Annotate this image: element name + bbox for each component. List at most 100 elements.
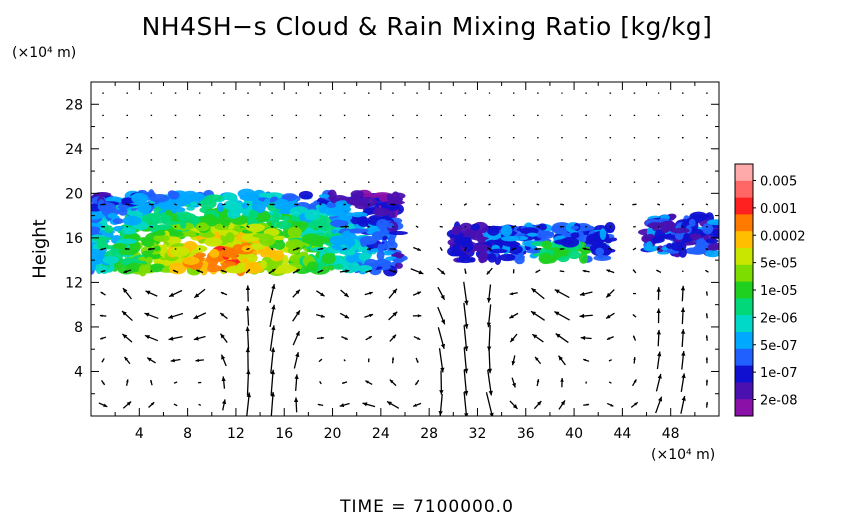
cloud-cell: [138, 265, 147, 277]
x-tick-label: 28: [420, 426, 438, 442]
cloud-cell: [260, 260, 267, 269]
wind-vector-head: [509, 292, 514, 296]
wind-vector: [391, 225, 394, 228]
cloud-cell: [112, 218, 124, 224]
wind-vector-head: [559, 270, 562, 273]
wind-vector: [656, 269, 662, 274]
wind-vector-head: [464, 204, 466, 206]
cloud-cell: [104, 225, 114, 234]
cloud-cell: [285, 239, 304, 250]
wind-vector-head: [220, 333, 225, 339]
wind-vector: [341, 381, 348, 384]
wind-vector-head: [657, 373, 662, 379]
cloud-cell: [478, 250, 489, 263]
wind-vector-head: [126, 379, 129, 383]
cloud-cell: [321, 253, 336, 265]
cloud-cell: [473, 244, 491, 253]
cloud-cell: [203, 264, 223, 273]
wind-vector: [511, 247, 517, 251]
wind-vector: [487, 347, 493, 374]
cloud-cell: [220, 219, 231, 227]
wind-vector: [655, 396, 663, 414]
wind-vector-head: [362, 402, 368, 407]
wind-vector-head: [368, 269, 372, 273]
wind-vector: [198, 203, 202, 206]
colorbar-swatch: [735, 332, 753, 350]
wind-vector-head: [656, 308, 661, 314]
wind-vector-shaft: [705, 248, 709, 250]
wind-vector: [100, 291, 106, 296]
cloud-cell: [506, 244, 523, 255]
y-tick-label: 8: [74, 320, 83, 336]
wind-vector-shaft: [488, 203, 491, 206]
wind-vector-shaft: [585, 381, 588, 384]
colorbar-swatch: [735, 231, 753, 249]
colorbar-swatch: [735, 298, 753, 316]
wind-vector: [463, 347, 469, 374]
wind-vector: [367, 358, 370, 363]
wind-vector-head: [532, 334, 538, 339]
wind-vector: [220, 269, 228, 273]
wind-vector-head: [339, 403, 345, 408]
cloud-cell: [162, 220, 181, 225]
cloud-cell: [252, 249, 271, 255]
wind-vector: [193, 288, 206, 299]
wind-vector: [437, 267, 446, 275]
wind-vector-head: [606, 292, 612, 298]
cloud-cell: [385, 200, 405, 205]
wind-vector: [511, 355, 516, 366]
wind-vector-shaft: [367, 203, 370, 206]
wind-vector: [509, 312, 519, 319]
x-tick-label: 44: [613, 426, 631, 442]
colorbar-swatch: [735, 264, 753, 283]
wind-vector-head: [633, 269, 635, 272]
cloud-cell: [245, 223, 265, 233]
wind-vector-head: [417, 314, 422, 318]
wind-vector-head: [463, 390, 469, 396]
wind-vector-head: [387, 401, 392, 406]
cloud-cell: [131, 192, 149, 205]
wind-vector: [536, 379, 540, 387]
wind-vector: [554, 310, 570, 321]
wind-vector-head: [486, 297, 492, 303]
cloud-cell: [702, 223, 714, 235]
wind-vector-head: [194, 293, 200, 298]
wind-vector: [705, 313, 708, 319]
wind-vector: [487, 369, 493, 396]
wind-vector-head: [705, 313, 708, 316]
cloud-cell: [386, 222, 394, 229]
wind-vector: [531, 333, 544, 343]
cloud-cell: [325, 230, 334, 239]
cloud-cell: [298, 190, 313, 200]
cloud-cell: [354, 202, 369, 210]
wind-vector-head: [126, 401, 132, 406]
cloud-cell: [451, 243, 461, 254]
wind-vector-head: [705, 402, 709, 405]
wind-vector: [366, 247, 371, 251]
cloud-cell: [388, 231, 408, 236]
y-tick-label: 28: [65, 97, 83, 113]
wind-vector: [583, 358, 590, 362]
cloud-cell: [112, 242, 127, 250]
wind-vector-head: [439, 390, 444, 395]
wind-vector: [657, 247, 660, 251]
colorbar: 0.005 0.001 0.0002 5e-05 1e-05 2e-06 5e-07 1e-0…: [734, 163, 806, 417]
cloud-cell: [704, 249, 719, 258]
wind-vector-head: [440, 367, 445, 373]
wind-vector-head: [417, 337, 421, 340]
wind-vector: [509, 400, 518, 410]
chart-title: NH4SH−s Cloud & Rain Mixing Ratio [kg/kg…: [141, 12, 713, 41]
wind-vector: [364, 313, 374, 318]
wind-vector-field: [98, 92, 709, 416]
wind-vector-head: [369, 291, 373, 295]
colorbar-swatch: [735, 382, 753, 400]
cloud-cell: [526, 249, 541, 254]
wind-vector: [632, 313, 637, 318]
wind-vector: [316, 336, 324, 340]
wind-vector-shaft: [246, 203, 250, 206]
wind-vector: [193, 335, 206, 341]
wind-vector: [486, 284, 492, 303]
colorbar-label: 0.0002: [760, 229, 806, 244]
wind-vector: [168, 289, 183, 298]
